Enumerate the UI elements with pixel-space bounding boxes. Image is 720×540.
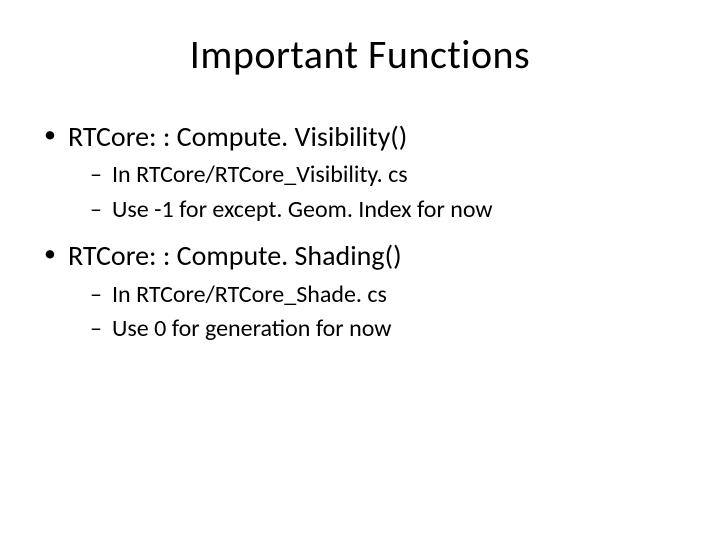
slide-title: Important Functions	[40, 30, 680, 79]
bullet-text: RTCore: : Compute. Visibility()	[68, 119, 407, 154]
sub-bullet-list: In RTCore/RTCore_Visibility. cs Use -1 f…	[68, 159, 680, 226]
bullet-item: RTCore: : Compute. Visibility() In RTCor…	[40, 119, 680, 226]
sub-bullet-item: Use 0 for generation for now	[90, 313, 680, 345]
sub-bullet-item: In RTCore/RTCore_Shade. cs	[90, 279, 680, 311]
sub-bullet-item: In RTCore/RTCore_Visibility. cs	[90, 159, 680, 191]
sub-bullet-text: Use 0 for generation for now	[112, 314, 391, 343]
slide: Important Functions RTCore: : Compute. V…	[0, 0, 720, 540]
sub-bullet-item: Use -1 for except. Geom. Index for now	[90, 194, 680, 226]
sub-bullet-text: Use -1 for except. Geom. Index for now	[112, 195, 493, 224]
bullet-list: RTCore: : Compute. Visibility() In RTCor…	[40, 119, 680, 345]
sub-bullet-text: In RTCore/RTCore_Visibility. cs	[112, 160, 408, 189]
sub-bullet-text: In RTCore/RTCore_Shade. cs	[112, 280, 387, 309]
sub-bullet-list: In RTCore/RTCore_Shade. cs Use 0 for gen…	[68, 279, 680, 346]
bullet-text: RTCore: : Compute. Shading()	[68, 238, 402, 273]
bullet-item: RTCore: : Compute. Shading() In RTCore/R…	[40, 238, 680, 345]
